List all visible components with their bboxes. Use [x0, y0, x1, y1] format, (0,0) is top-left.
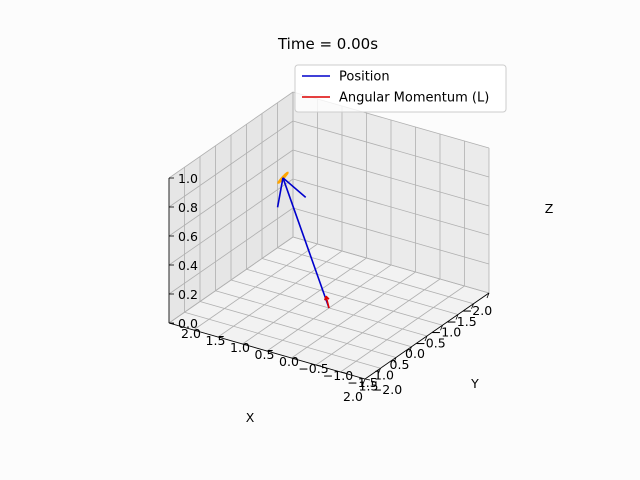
- x-tick-mark: [440, 325, 443, 331]
- y-tick-label: 0.5: [255, 347, 275, 362]
- x-tick-label: −2.0: [462, 303, 492, 318]
- chart-title: Time = 0.00s: [277, 35, 378, 53]
- orbit-trajectory: [277, 171, 289, 184]
- grid-z-left: [292, 120, 490, 178]
- legend-label-angular-momentum: Angular Momentum (L): [339, 91, 489, 106]
- grid-y-floor: [340, 285, 465, 373]
- y-tick-label: −1.0: [323, 368, 353, 383]
- x-tick-label: −1.5: [446, 314, 476, 329]
- y-tick-label: −0.5: [298, 361, 328, 376]
- grid-z-back: [168, 236, 294, 324]
- y-tick-label: 0.0: [279, 354, 299, 369]
- y-tick-label: −2.0: [372, 382, 402, 397]
- z-tick-label: 0.6: [178, 229, 198, 244]
- grid-z-back: [168, 91, 294, 179]
- x-tick-mark: [409, 346, 412, 352]
- y-tick-label: 1.0: [230, 340, 250, 355]
- z-tick-label: 1.0: [178, 171, 198, 186]
- x-tick-mark: [393, 357, 397, 363]
- angular-momentum-arrow-shaft: [325, 295, 330, 309]
- grid-z-back: [168, 149, 294, 237]
- position-arrow-shaft: [282, 177, 330, 309]
- grid-z-back: [168, 178, 294, 266]
- y-tick-mark: [315, 364, 322, 367]
- z-tick-label: 0.4: [178, 258, 198, 273]
- y-tick-mark: [364, 378, 371, 381]
- angular-momentum-arrow-head: [325, 295, 330, 300]
- y-tick-mark: [217, 336, 224, 339]
- x-tick-mark: [424, 335, 428, 342]
- legend-label-position: Position: [339, 70, 390, 85]
- position-arrow-head: [282, 177, 307, 198]
- x-tick-label: −1.0: [431, 325, 461, 340]
- y-tick-mark: [340, 371, 346, 374]
- z-tick-label: 0.2: [178, 287, 198, 302]
- grid-y-floor: [315, 278, 441, 366]
- grid-y-floor: [217, 250, 343, 338]
- grid-z-back: [168, 207, 294, 295]
- legend: Position Angular Momentum (L): [294, 64, 507, 113]
- x-tick-mark: [486, 292, 490, 299]
- y-tick-label: 2.0: [181, 326, 201, 341]
- grid-y-floor: [291, 271, 416, 359]
- grid-z-left: [292, 178, 490, 236]
- tick-labels: −2.0−1.5−1.0−0.50.00.51.01.52.0 −2.0−1.5−…: [168, 171, 492, 404]
- x-tick-label: 2.0: [343, 389, 363, 404]
- x-tick-label: −0.5: [415, 335, 445, 350]
- grid-y-floor: [193, 243, 318, 331]
- y-tick-mark: [266, 350, 273, 353]
- y-tick-mark: [193, 329, 199, 332]
- z-tick-label: 0.8: [178, 200, 198, 215]
- legend-frame: [294, 64, 507, 113]
- x-tick-mark: [362, 378, 366, 385]
- x-tick-mark: [378, 368, 381, 374]
- position-arrow-head: [276, 177, 284, 208]
- grid-z-back: [168, 120, 294, 208]
- y-tick-label: 1.5: [206, 333, 226, 348]
- y-tick-mark: [242, 343, 248, 346]
- grid-z-left: [292, 236, 490, 294]
- y-axis-label: Y: [470, 376, 479, 391]
- y-tick-mark: [291, 357, 297, 360]
- z-tick-label: 0.0: [178, 316, 198, 331]
- y-tick-label: −1.5: [347, 375, 377, 390]
- grid-z-left: [292, 207, 490, 265]
- x-tick-mark: [455, 314, 459, 320]
- x-axis-label: X: [246, 410, 255, 425]
- z-axis-label: Z: [545, 201, 554, 216]
- x-tick-mark: [471, 303, 474, 309]
- grid-y-floor: [242, 257, 367, 345]
- data-marks: [276, 171, 330, 309]
- grid-z-left: [292, 149, 490, 207]
